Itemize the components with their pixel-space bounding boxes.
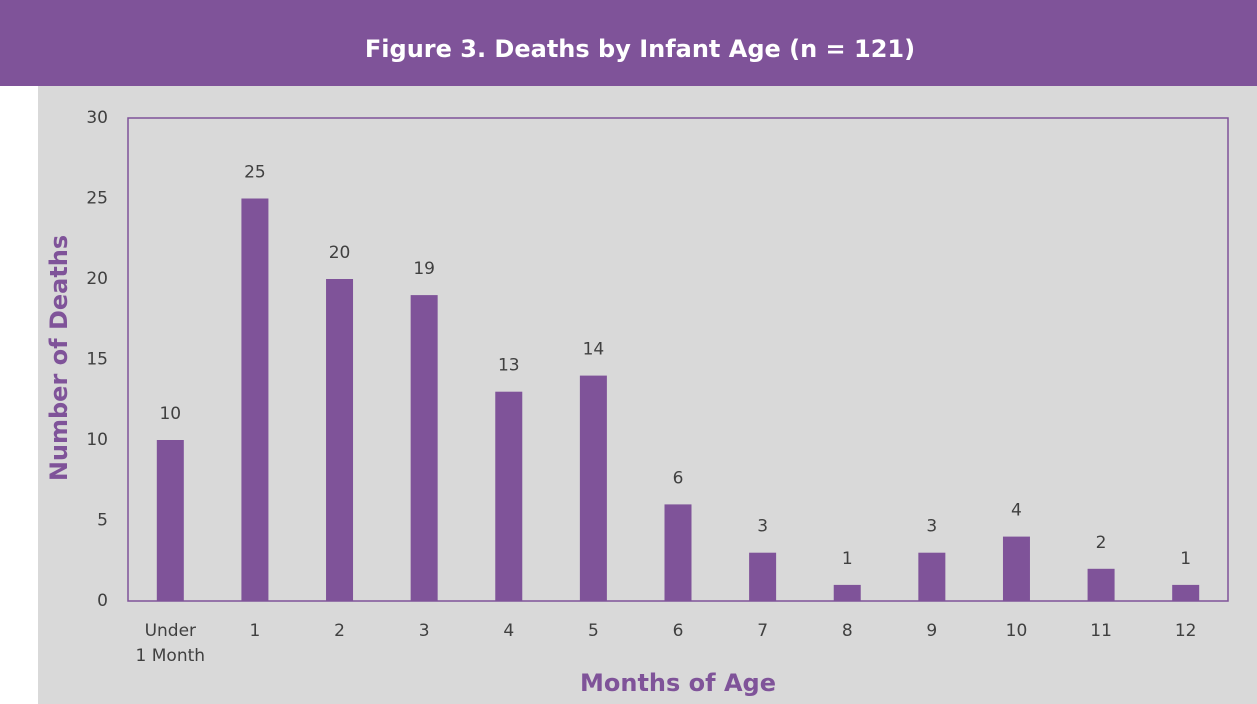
bar [579,375,607,601]
bar [326,279,354,601]
x-tick-label: 12 [1175,621,1197,641]
title-band [0,0,1257,86]
bar [1172,584,1200,601]
bar [749,552,777,601]
x-tick-label: 5 [588,621,599,641]
data-label: 3 [926,517,937,537]
data-label: 4 [1011,501,1022,521]
chart-title: Figure 3. Deaths by Infant Age (n = 121) [365,35,915,63]
x-tick-label: 8 [842,621,853,641]
bar [1002,536,1030,601]
y-tick-label: 20 [86,269,108,289]
data-label: 19 [413,259,435,279]
data-label: 2 [1096,533,1107,553]
bar [664,504,692,601]
x-tick-label: 11 [1090,621,1112,641]
x-tick-label: 6 [673,621,684,641]
chart-background [38,86,1257,704]
y-tick-label: 25 [86,189,108,209]
data-label: 13 [498,356,520,376]
bar [410,295,438,601]
bar [495,391,523,601]
x-tick-label: 2 [334,621,345,641]
x-tick-label: 9 [926,621,937,641]
data-label: 10 [159,404,181,424]
bar [833,584,861,601]
x-tick-label: 7 [757,621,768,641]
bar [1087,568,1115,601]
y-tick-label: 30 [86,108,108,128]
x-axis-label: Months of Age [580,669,776,697]
bar [156,440,184,601]
y-tick-label: 0 [97,591,108,611]
data-label: 3 [757,517,768,537]
x-tick-label: 3 [419,621,430,641]
bar [918,552,946,601]
data-label: 1 [842,549,853,569]
x-tick-label: Under 1 Month [136,621,206,666]
y-axis-label: Number of Deaths [45,235,73,481]
data-label: 14 [583,340,605,360]
data-label: 20 [329,243,351,263]
x-tick-label: 1 [250,621,261,641]
x-tick-label: 4 [503,621,514,641]
x-tick-label: 10 [1006,621,1028,641]
y-tick-label: 5 [97,511,108,531]
data-label: 6 [673,468,684,488]
data-label: 1 [1180,549,1191,569]
y-tick-label: 15 [86,350,108,370]
bar [241,198,269,601]
data-label: 25 [244,163,266,183]
y-tick-label: 10 [86,430,108,450]
